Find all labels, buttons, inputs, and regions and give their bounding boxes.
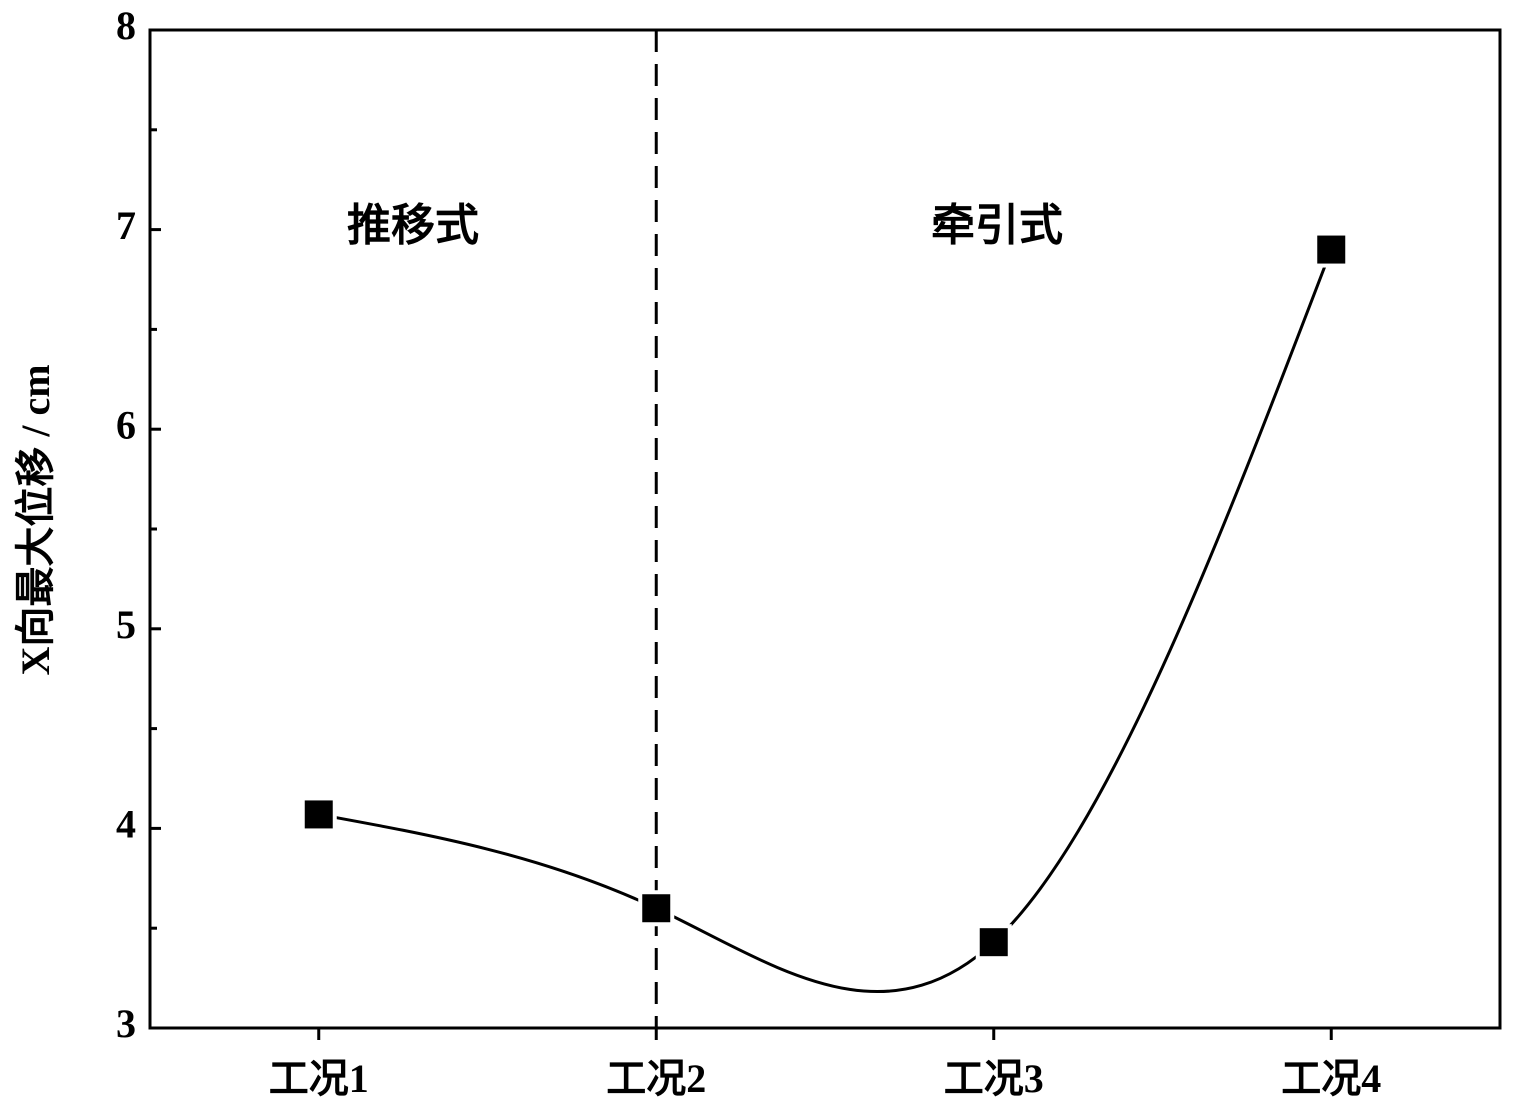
x-tick-label: 工况4	[1281, 1056, 1381, 1101]
annotation: 牵引式	[931, 201, 1063, 250]
line	[318, 249, 1333, 994]
annotation: 推移式	[347, 201, 479, 250]
x-tick-label: 工况1	[269, 1056, 369, 1101]
x-tick-label: 工况2	[606, 1056, 706, 1101]
y-tick-label: 4	[116, 802, 136, 847]
y-tick-label: 8	[116, 3, 136, 48]
y-tick-label: 6	[116, 402, 136, 447]
plot-frame	[148, 28, 1502, 1030]
y-tick-label: 7	[116, 203, 136, 248]
y-tick-label: 5	[116, 602, 136, 647]
marker	[300, 796, 337, 833]
marker	[1313, 231, 1350, 268]
y-tick-label: 3	[116, 1001, 136, 1046]
marker	[975, 924, 1012, 961]
marker	[638, 890, 675, 927]
y-axis-label: X向最大位移 / cm	[13, 364, 58, 675]
x-tick-label: 工况3	[944, 1056, 1044, 1101]
